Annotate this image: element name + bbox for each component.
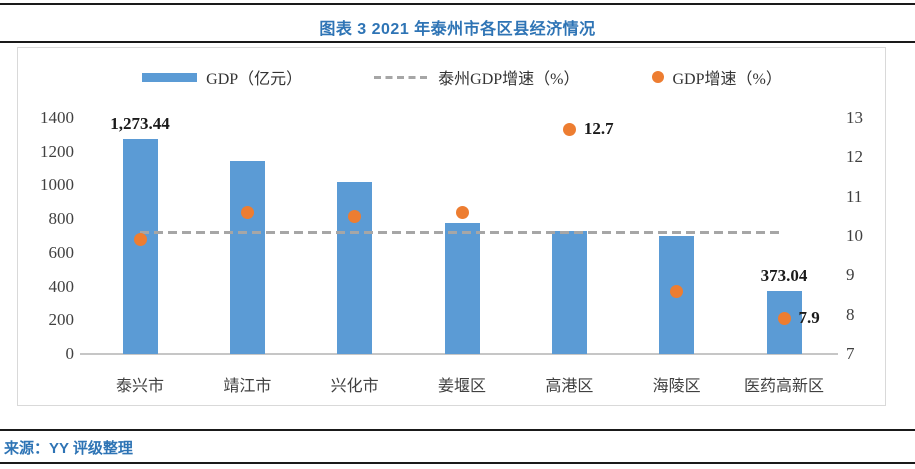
left-axis-tick: 1000 [40,175,74,195]
footer-rule-bottom [0,462,915,464]
bar-value-label: 1,273.44 [110,114,170,134]
right-axis-tick: 13 [846,108,863,127]
category-label: 兴化市 [330,378,379,395]
gdp-bar [337,182,373,354]
right-axis-tick: 12 [846,147,863,167]
left-axis-tick: 1400 [40,108,74,127]
legend-dash-swatch [374,75,430,79]
left-axis-tick: 400 [48,276,75,296]
gdp-bar [551,230,587,354]
legend-label: GDP增速（%） [672,71,782,88]
category-label: 姜堰区 [437,378,487,395]
right-axis-tick: 7 [846,344,855,363]
chart-legend: GDP（亿元） 泰州GDP增速（%） GDP增速（%） [86,64,838,90]
right-axis-tick: 10 [846,226,863,245]
bar-value-label: 373.04 [760,266,808,286]
footer-rule-top [0,429,915,431]
left-axis-tick: 1200 [40,141,74,161]
legend-label: 泰州GDP增速（%） [438,71,580,88]
gdp-growth-dot [777,312,791,326]
right-axis-tick: 8 [846,304,855,324]
gdp-growth-dot [240,205,254,219]
legend-item: 泰州GDP增速（%） [374,65,580,89]
left-axis-tick: 600 [48,242,75,262]
category-label: 泰兴市 [115,378,165,395]
category-label: 海陵区 [652,378,701,395]
title-rule [0,41,915,43]
left-axis-tick: 800 [48,209,75,229]
chart-title: 图表 3 2021 年泰州市各区县经济情况 [319,21,596,38]
gdp-bar [229,160,265,354]
x-axis-line [80,353,838,355]
gdp-bar [122,139,158,354]
right-axis-tick: 11 [846,186,863,206]
gdp-growth-dot [455,205,469,219]
legend-bar-swatch [142,72,198,82]
right-axis-tick: 9 [846,265,855,285]
legend-label: GDP（亿元） [206,71,303,88]
gdp-growth-dot [562,123,576,137]
category-label: 医药高新区 [743,378,825,395]
legend-dot-swatch [651,71,664,83]
dot-value-label: 12.7 [583,118,614,138]
legend-item: GDP增速（%） [651,65,782,89]
category-label: 高港区 [545,378,594,395]
gdp-bar [444,222,480,354]
top-rule [0,3,915,5]
gdp-growth-dot [133,233,147,247]
dot-value-label: 7.9 [798,307,820,327]
gdp-growth-dot [670,284,684,298]
source-note: 来源：YY 评级整理 [4,440,133,457]
left-axis-tick: 0 [65,344,75,363]
gdp-growth-dot [348,209,362,223]
left-axis-tick: 200 [48,310,75,330]
category-label: 靖江市 [223,378,272,395]
legend-item: GDP（亿元） [142,65,302,89]
taizhou-growth-dashed-line [140,230,784,234]
